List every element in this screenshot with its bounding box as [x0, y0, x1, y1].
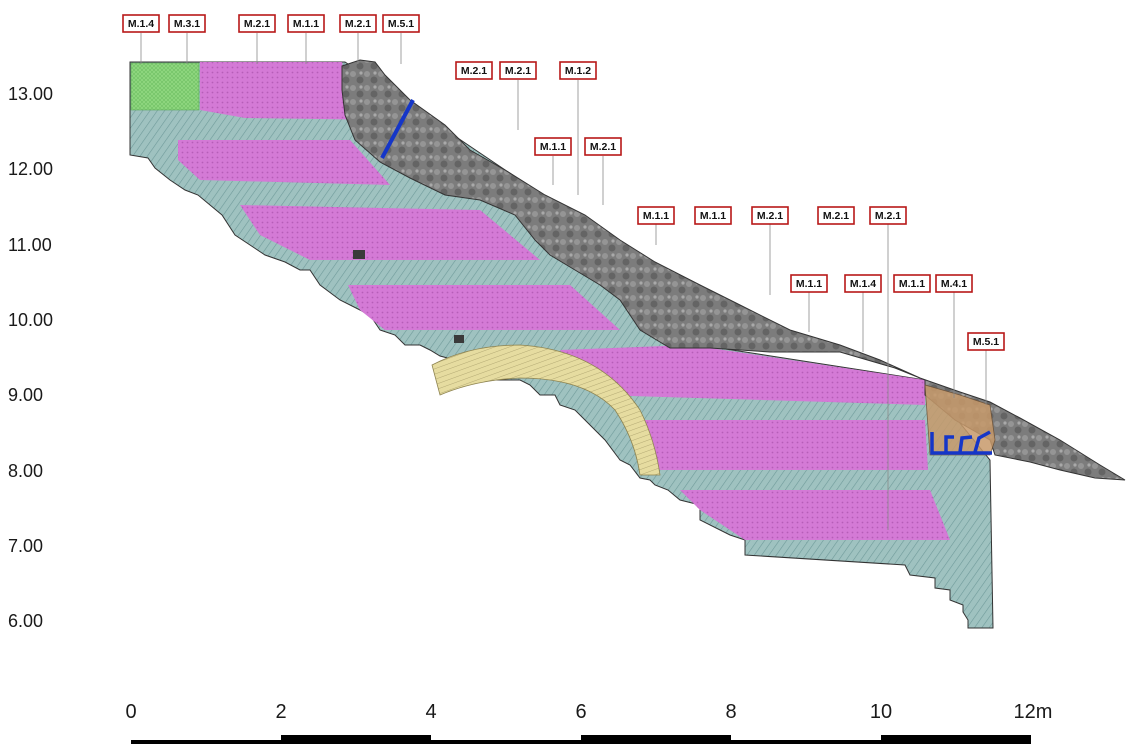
tag-label: M.5.1: [973, 336, 999, 348]
scale-segment-3: [431, 740, 581, 744]
masonry-band-6: [635, 420, 928, 470]
tag-m11-b: M.1.1: [534, 137, 572, 156]
elevation-label-7: 7.00: [8, 536, 43, 556]
scale-segment-4: [581, 735, 731, 744]
elevation-axis: 13.00 12.00 11.00 10.00 9.00 8.00 7.00 6…: [8, 84, 53, 631]
tag-label: M.1.1: [700, 210, 726, 222]
opening-marker-upper: [353, 250, 365, 259]
arch-voussoirs: [431, 344, 661, 476]
beam-sockets-marker: [930, 430, 992, 455]
scale-segment-2: [281, 735, 431, 744]
tag-label: M.1.1: [796, 278, 822, 290]
tag-m31: M.3.1: [168, 14, 206, 33]
masonry-band-7: [680, 490, 950, 540]
vegetation-zone: [130, 62, 200, 111]
masonry-band-4: [348, 285, 620, 330]
tag-m21-c: M.2.1: [455, 61, 493, 80]
tag-label: M.2.1: [244, 18, 270, 30]
scale-label-4: 4: [425, 701, 436, 723]
elevation-label-6: 6.00: [8, 611, 43, 631]
elevation-label-12: 12.00: [8, 159, 53, 179]
elevation-label-13: 13.00: [8, 84, 53, 104]
tag-label: M.2.1: [505, 65, 531, 77]
tag-label: M.1.1: [899, 278, 925, 290]
rubble-masonry-bands: [178, 62, 950, 540]
tag-m21-h: M.2.1: [869, 206, 907, 225]
tag-m21-e: M.2.1: [584, 137, 622, 156]
tag-label: M.2.1: [590, 141, 616, 153]
tag-label: M.1.4: [850, 278, 876, 290]
tag-label: M.5.1: [388, 18, 414, 30]
tag-label: M.2.1: [757, 210, 783, 222]
scale-segment-6: [881, 735, 1031, 744]
tag-m51-right: M.5.1: [967, 332, 1005, 351]
tag-m14-top: M.1.4: [122, 14, 160, 33]
scale-label-6: 6: [575, 701, 586, 723]
tag-m11-d: M.1.1: [694, 206, 732, 225]
stone-masonry-base: [129, 61, 994, 629]
scale-label-10: 10: [870, 701, 892, 723]
leader-lines: [140, 33, 987, 530]
tag-m11-c: M.1.1: [637, 206, 675, 225]
elevation-label-11: 11.00: [8, 235, 52, 255]
tag-label: M.2.1: [875, 210, 901, 222]
scale-label-8: 8: [725, 701, 736, 723]
tag-m12: M.1.2: [559, 61, 597, 80]
elevation-label-8: 8.00: [8, 461, 43, 481]
tag-label: M.2.1: [461, 65, 487, 77]
tag-m14-right: M.1.4: [844, 274, 882, 293]
scale-label-0: 0: [125, 701, 136, 723]
tag-m51-top: M.5.1: [382, 14, 420, 33]
masonry-band-3: [240, 205, 540, 260]
tag-m21-f: M.2.1: [751, 206, 789, 225]
material-tags: M.1.4 M.3.1 M.2.1 M.1.1 M.2.1 M.5.1 M.2.…: [122, 14, 1005, 351]
scale-bar: 0 2 4 6 8 10 12m: [125, 701, 1052, 744]
scale-segment-1: [131, 740, 281, 744]
tag-m21-d: M.2.1: [499, 61, 537, 80]
tag-label: M.1.1: [643, 210, 669, 222]
tag-label: M.2.1: [345, 18, 371, 30]
tag-label: M.3.1: [174, 18, 200, 30]
tag-label: M.1.4: [128, 18, 154, 30]
opening-marker-lower: [454, 335, 464, 343]
tag-m41: M.4.1: [935, 274, 973, 293]
scale-label-12m: 12m: [1014, 701, 1053, 723]
tag-label: M.1.1: [540, 141, 566, 153]
tag-m11-a: M.1.1: [287, 14, 325, 33]
tag-m21-a: M.2.1: [238, 14, 276, 33]
elevation-label-9: 9.00: [8, 385, 43, 405]
scale-label-2: 2: [275, 701, 286, 723]
masonry-band-2: [178, 140, 390, 185]
tag-label: M.1.2: [565, 65, 591, 77]
tag-m11-e: M.1.1: [790, 274, 828, 293]
tag-label: M.4.1: [941, 278, 967, 290]
masonry-band-5: [560, 345, 925, 405]
tag-m21-g: M.2.1: [817, 206, 855, 225]
tag-label: M.1.1: [293, 18, 319, 30]
tag-m11-f: M.1.1: [893, 274, 931, 293]
tag-m21-b: M.2.1: [339, 14, 377, 33]
elevation-label-10: 10.00: [8, 310, 53, 330]
joint-marker-line: [380, 99, 415, 159]
tag-label: M.2.1: [823, 210, 849, 222]
scale-segment-5: [731, 740, 881, 744]
bedrock-outcrop: [341, 59, 1126, 481]
